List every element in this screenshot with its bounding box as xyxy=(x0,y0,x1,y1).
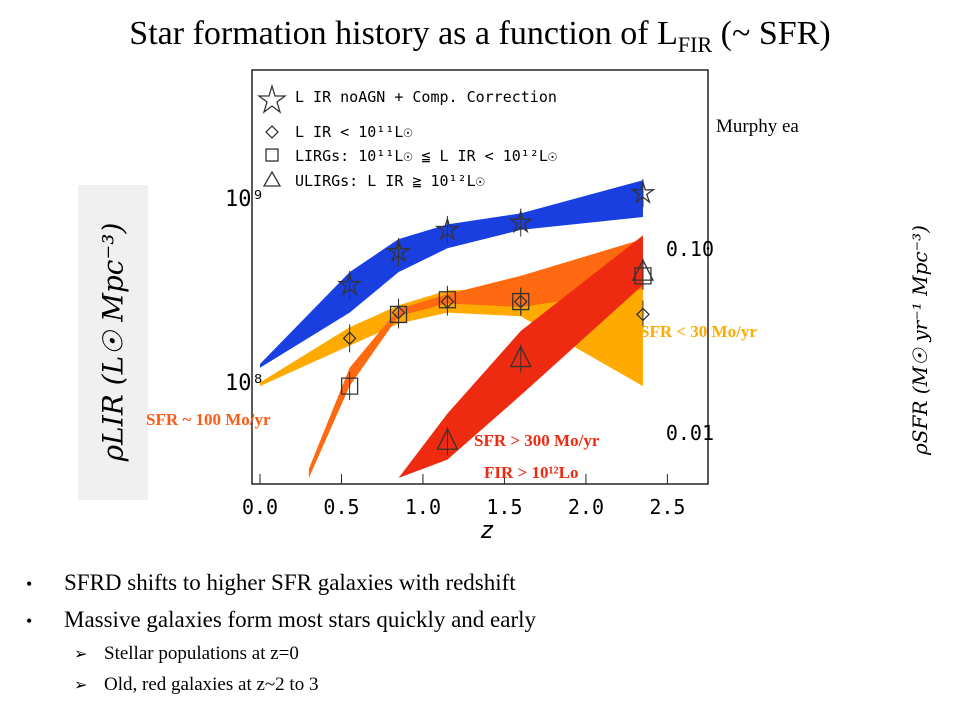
arrow-bullet-icon: ➢ xyxy=(74,646,88,663)
x-tick-label: 1.0 xyxy=(405,495,441,519)
arrow-bullet-icon: ➢ xyxy=(74,677,88,694)
data-point-series-3 xyxy=(509,344,532,373)
data-point-series-2 xyxy=(389,300,408,329)
chart-panel: 0.0 0.5 1.0 1.5 2.0 2.5 10⁹ 10⁸ 0.10 0.01 z L… xyxy=(200,68,720,544)
sub-bullet-1: ➢ Stellar populations at z=0 xyxy=(26,639,926,670)
legend-star-icon xyxy=(257,83,287,114)
data-point-series-2 xyxy=(340,372,359,401)
data-point-series-3 xyxy=(436,427,459,456)
data-point-series-2 xyxy=(438,285,457,314)
legend: L IR noAGN + Comp. Correction L IR < 10¹… xyxy=(257,83,557,190)
right-tick-010: 0.10 xyxy=(666,237,714,261)
title-tail: (~ SFR) xyxy=(712,15,831,52)
band-series-2 xyxy=(308,239,643,478)
annotation-fir: FIR > 10¹²Lo xyxy=(484,463,579,482)
chart-svg: 0.0 0.5 1.0 1.5 2.0 2.5 10⁹ 10⁸ 0.10 0.01 z L… xyxy=(225,69,714,544)
annotation-sfr300: SFR > 300 Mo/yr xyxy=(474,431,600,450)
data-point-series-0 xyxy=(434,215,461,244)
sub-bullet-2: ➢ Old, red galaxies at z~2 to 3 xyxy=(26,670,926,701)
left-axis-label: ρLIR (L☉ Mpc⁻³) xyxy=(96,222,130,462)
x-ticks-group: 0.0 0.5 1.0 1.5 2.0 2.5 xyxy=(242,474,685,519)
x-tick-label: 0.5 xyxy=(323,495,359,519)
data-point-series-0 xyxy=(630,179,656,208)
markers-group xyxy=(337,179,656,456)
x-tick-label: 1.5 xyxy=(486,495,522,519)
legend-label-0: L IR noAGN + Comp. Correction xyxy=(295,88,557,106)
data-point-series-0 xyxy=(385,237,412,266)
bullet-dot-icon: • xyxy=(26,611,33,631)
bullet-1: • SFRD shifts to higher SFR galaxies with… xyxy=(26,565,926,602)
slide-title: Star formation history as a function of … xyxy=(0,14,960,65)
x-tick-label: 0.0 xyxy=(242,495,278,519)
x-axis-label: z xyxy=(480,516,494,544)
legend-square-icon xyxy=(265,148,279,162)
left-tick-1e8: 10⁸ xyxy=(225,371,265,396)
credit-label: Murphy ea xyxy=(716,116,799,137)
legend-label-1: L IR < 10¹¹L☉ xyxy=(295,123,412,141)
data-point-series-1 xyxy=(342,324,357,353)
plot-frame xyxy=(251,69,709,485)
legend-label-3: ULIRGs: L IR ≧ 10¹²L☉ xyxy=(295,172,485,190)
title-subscript: FIR xyxy=(677,31,713,57)
right-axis-label: ρSFR (M☉ yr⁻¹ Mpc⁻³) xyxy=(908,225,932,455)
data-point-series-0 xyxy=(337,271,363,300)
annotation-sfr100: SFR ~ 100 Mo/yr xyxy=(146,410,271,429)
legend-triangle-icon xyxy=(262,170,282,187)
left-tick-1e9: 10⁹ xyxy=(225,187,265,212)
data-point-series-0 xyxy=(508,208,534,237)
band-series-1 xyxy=(260,275,643,387)
legend-label-2: LIRGs: 10¹¹L☉ ≦ L IR < 10¹²L☉ xyxy=(295,147,557,165)
data-point-series-3 xyxy=(631,258,655,287)
left-axis-label-box: ρLIR (L☉ Mpc⁻³) xyxy=(78,185,148,500)
right-axis-label-box: ρSFR (M☉ yr⁻¹ Mpc⁻³) xyxy=(895,180,945,500)
bullet-2: • Massive galaxies form most stars quickl… xyxy=(26,602,926,639)
title-main: Star formation history as a function of … xyxy=(129,15,678,52)
bullet-list: • SFRD shifts to higher SFR galaxies with… xyxy=(26,565,926,701)
x-tick-label: 2.5 xyxy=(649,495,685,519)
legend-diamond-icon xyxy=(265,125,279,139)
x-tick-label: 2.0 xyxy=(568,495,604,519)
band-series-0 xyxy=(260,180,643,368)
data-point-series-1 xyxy=(636,300,650,329)
data-point-series-2 xyxy=(512,287,530,316)
annotation-sfr30: SFR < 30 Mo/yr xyxy=(640,322,757,341)
bullet-dot-icon: • xyxy=(26,574,33,594)
right-tick-001: 0.01 xyxy=(666,421,714,445)
